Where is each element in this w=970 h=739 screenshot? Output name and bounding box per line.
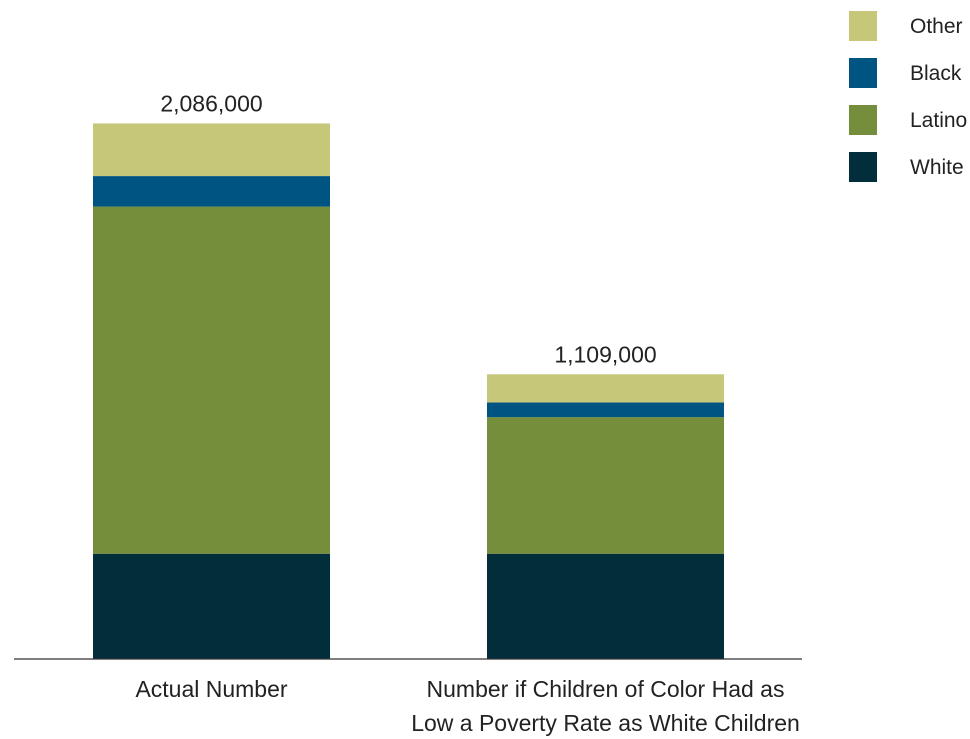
category-label-2: Number if Children of Color Had as Low a … [411, 676, 800, 736]
bar-segment-white-2 [487, 553, 724, 659]
bar-segment-black-2 [487, 402, 724, 418]
category-label-line: Low a Poverty Rate as White Children [411, 710, 800, 736]
bar-segment-other-1 [93, 123, 330, 177]
legend-swatch-white [849, 152, 877, 182]
legend-swatch-other [849, 11, 877, 41]
bar-segment-white-1 [93, 553, 330, 659]
bar-segment-other-2 [487, 374, 724, 403]
total-label-2: 1,109,000 [554, 341, 656, 367]
category-label-line: Number if Children of Color Had as [427, 676, 785, 702]
total-labels-group: 2,086,000 1,109,000 [160, 90, 656, 367]
legend: Other Black Latino White [849, 11, 967, 182]
category-labels-group: Actual Number Number if Children of Color… [135, 676, 799, 736]
legend-swatch-latino [849, 105, 877, 135]
bar-segment-latino-1 [93, 206, 330, 554]
legend-label-other: Other [910, 15, 963, 38]
bars-group [93, 123, 724, 659]
bar-segment-latino-2 [487, 417, 724, 554]
category-label-line: Actual Number [135, 676, 287, 702]
legend-swatch-black [849, 58, 877, 88]
legend-label-black: Black [910, 62, 962, 85]
legend-label-white: White [910, 156, 964, 179]
bar-segment-black-1 [93, 176, 330, 207]
total-label-1: 2,086,000 [160, 90, 262, 116]
legend-label-latino: Latino [910, 109, 967, 132]
category-label-1: Actual Number [135, 676, 287, 702]
